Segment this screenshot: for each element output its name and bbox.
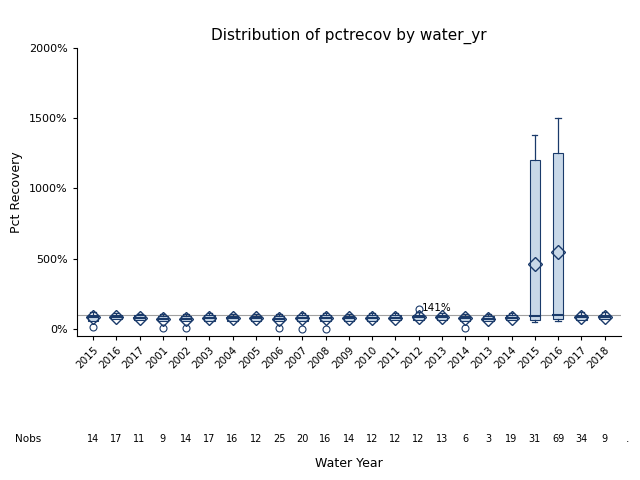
Text: 14: 14 — [342, 434, 355, 444]
Bar — [157, 316, 168, 321]
Bar — [460, 316, 470, 321]
Text: 16: 16 — [319, 434, 332, 444]
Bar — [111, 315, 122, 319]
Text: 19: 19 — [506, 434, 518, 444]
Bar — [436, 315, 447, 320]
Text: 12: 12 — [366, 434, 378, 444]
Bar — [181, 316, 191, 321]
Text: 34: 34 — [575, 434, 588, 444]
Text: 14: 14 — [180, 434, 192, 444]
Bar — [553, 154, 563, 319]
Text: 12: 12 — [250, 434, 262, 444]
Bar — [599, 315, 610, 319]
Bar — [88, 315, 99, 321]
Text: 14: 14 — [87, 434, 99, 444]
Text: 12: 12 — [412, 434, 425, 444]
Text: 11: 11 — [134, 434, 146, 444]
Text: 20: 20 — [296, 434, 308, 444]
Bar — [251, 316, 261, 321]
Bar — [227, 316, 238, 321]
Bar — [367, 315, 377, 321]
Bar — [529, 160, 540, 320]
Text: 141%: 141% — [422, 303, 452, 313]
Text: Water Year: Water Year — [315, 457, 383, 470]
Text: 9: 9 — [160, 434, 166, 444]
Text: 3: 3 — [485, 434, 492, 444]
Text: 6: 6 — [462, 434, 468, 444]
Bar — [506, 315, 516, 320]
Bar — [413, 315, 424, 320]
Bar — [344, 316, 354, 321]
Text: 17: 17 — [203, 434, 216, 444]
Bar — [297, 315, 308, 321]
Text: 9: 9 — [602, 434, 607, 444]
Text: 31: 31 — [529, 434, 541, 444]
Text: 69: 69 — [552, 434, 564, 444]
Text: 25: 25 — [273, 434, 285, 444]
Text: Nobs: Nobs — [15, 434, 42, 444]
Bar — [274, 316, 284, 321]
Bar — [483, 316, 493, 321]
Bar — [204, 315, 214, 321]
Bar — [321, 315, 331, 321]
Bar — [390, 315, 401, 320]
Bar — [576, 315, 586, 320]
Text: 16: 16 — [227, 434, 239, 444]
Text: 13: 13 — [436, 434, 448, 444]
Bar — [134, 315, 145, 320]
Y-axis label: Pct Recovery: Pct Recovery — [10, 151, 24, 233]
Text: .: . — [626, 434, 630, 444]
Text: 17: 17 — [110, 434, 122, 444]
Title: Distribution of pctrecov by water_yr: Distribution of pctrecov by water_yr — [211, 28, 486, 44]
Text: 12: 12 — [389, 434, 401, 444]
